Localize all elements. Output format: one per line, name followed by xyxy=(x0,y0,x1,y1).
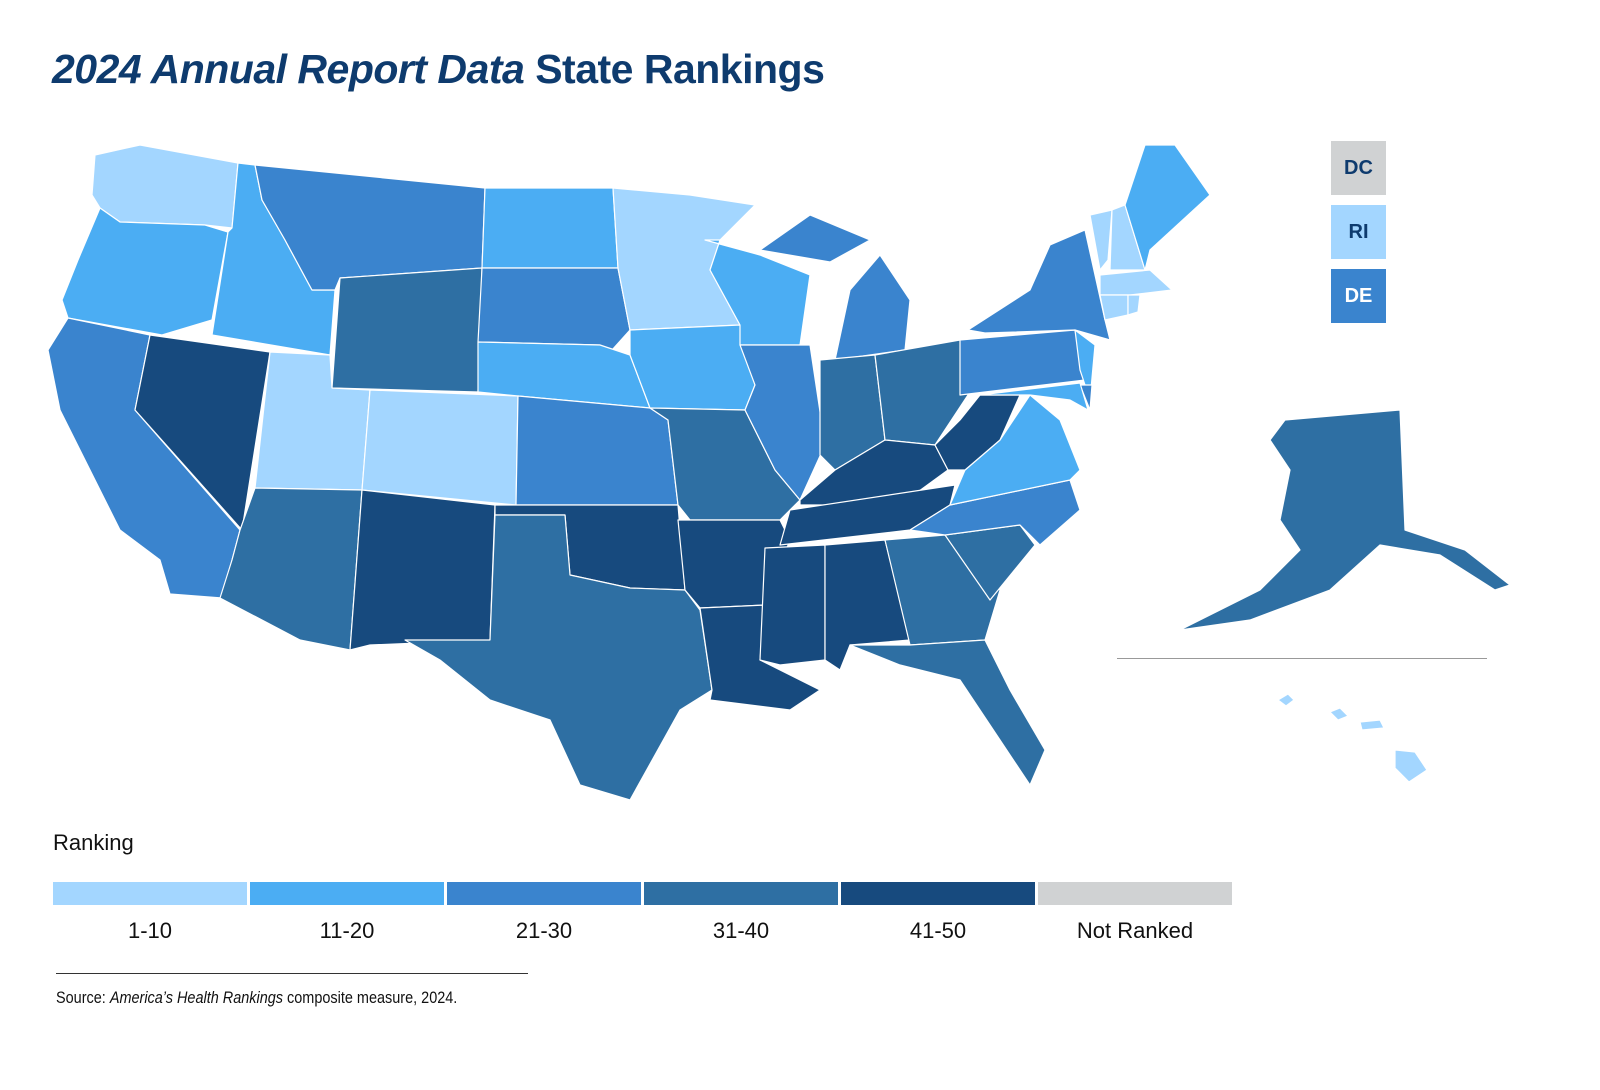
state-co xyxy=(361,389,519,506)
state-nd xyxy=(481,187,619,269)
legend-swatch xyxy=(841,882,1035,905)
state-or xyxy=(61,207,229,336)
inset-ri-label: RI xyxy=(1348,220,1369,243)
state-ct xyxy=(1099,294,1129,321)
state-ak xyxy=(1179,409,1511,631)
state-wy xyxy=(331,267,483,393)
state-oh xyxy=(874,339,969,446)
legend-swatch xyxy=(250,882,444,905)
legend-label: 11-20 xyxy=(319,918,375,943)
legend-label: 21-30 xyxy=(515,918,573,943)
source-publication: America’s Health Rankings xyxy=(109,988,284,1007)
source-note: Source: America’s Health Rankings compos… xyxy=(56,988,457,1008)
inset-de-label: DE xyxy=(1344,284,1373,307)
legend-swatch xyxy=(447,882,641,905)
legend-label: Not Ranked xyxy=(1076,918,1194,943)
inset-ri: RI xyxy=(1331,205,1386,259)
legend-item: 21-30 xyxy=(447,882,641,944)
legend-label: 1-10 xyxy=(127,918,173,943)
legend: 1-10 11-20 21-30 31-40 41-50 Not Ranked xyxy=(53,882,1232,944)
inset-dc: DC xyxy=(1331,141,1386,195)
legend-label: 41-50 xyxy=(909,918,967,943)
legend-item: 41-50 xyxy=(841,882,1035,944)
source-prefix: Source: xyxy=(56,988,110,1007)
state-ms xyxy=(759,544,826,666)
title-plain: State Rankings xyxy=(535,46,825,92)
source-divider xyxy=(56,973,528,974)
legend-swatch xyxy=(53,882,247,905)
state-fl xyxy=(849,639,1046,786)
state-ks xyxy=(515,395,679,506)
page-title: 2024 Annual Report Data State Rankings xyxy=(52,46,825,93)
inset-divider xyxy=(1117,658,1487,659)
state-vt xyxy=(1089,209,1113,271)
state-wv xyxy=(934,394,1021,471)
state-il xyxy=(739,344,826,501)
inset-de: DE xyxy=(1331,269,1386,323)
legend-title: Ranking xyxy=(53,830,134,855)
state-tx xyxy=(404,514,713,801)
state-hi xyxy=(1277,693,1428,783)
legend-label: 31-40 xyxy=(712,918,770,943)
title-italic: 2024 Annual Report Data xyxy=(52,46,525,92)
legend-swatch xyxy=(1038,882,1232,905)
state-nm xyxy=(349,489,496,651)
legend-item: Not Ranked xyxy=(1038,882,1232,944)
legend-item: 31-40 xyxy=(644,882,838,944)
state-ny xyxy=(967,229,1111,341)
state-ma xyxy=(1099,269,1173,296)
legend-item: 11-20 xyxy=(250,882,444,944)
inset-dc-label: DC xyxy=(1344,156,1373,179)
legend-swatch xyxy=(644,882,838,905)
legend-item: 1-10 xyxy=(53,882,247,944)
state-wa xyxy=(91,144,239,229)
state-ri xyxy=(1127,294,1141,316)
state-md xyxy=(979,382,1089,411)
source-suffix: composite measure, 2024. xyxy=(283,988,458,1007)
state-ia xyxy=(629,324,756,411)
state-sd xyxy=(477,267,631,351)
